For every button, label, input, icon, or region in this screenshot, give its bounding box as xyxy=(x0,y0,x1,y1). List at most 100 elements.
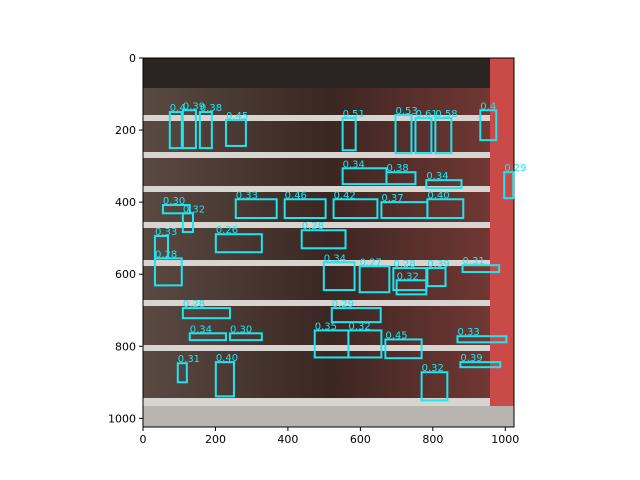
score-label: 0.29 xyxy=(332,299,354,310)
detection-box xyxy=(426,267,447,288)
score-label: 0.40 xyxy=(216,353,238,364)
score-label: 0.34 xyxy=(190,324,212,335)
detection-box xyxy=(214,233,263,254)
detection-box xyxy=(425,179,463,190)
score-label: 0.29 xyxy=(504,163,526,174)
x-tick-label: 200 xyxy=(205,433,226,446)
score-label: 0.28 xyxy=(393,259,415,270)
score-label: 0.30 xyxy=(230,324,252,335)
detection-box xyxy=(385,171,417,186)
score-label: 0.28 xyxy=(183,299,205,310)
y-tick-label: 0 xyxy=(129,52,136,65)
detection-box xyxy=(214,361,235,398)
shelf xyxy=(143,345,490,351)
detection-box xyxy=(228,332,263,342)
detection-box xyxy=(161,204,191,215)
score-label: 0.61 xyxy=(415,109,437,120)
red-wall xyxy=(490,58,514,427)
score-label: 0.35 xyxy=(315,321,337,332)
detection-box xyxy=(434,117,453,155)
score-label: 0.39 xyxy=(427,259,449,270)
x-tick-label: 400 xyxy=(277,433,298,446)
detection-box xyxy=(181,307,231,320)
detection-box xyxy=(461,264,501,274)
score-label: 0.42 xyxy=(334,190,356,201)
y-tick-label: 400 xyxy=(115,196,136,209)
y-tick-label: 600 xyxy=(115,268,136,281)
detection-box xyxy=(224,118,247,147)
x-tick-label: 800 xyxy=(422,433,443,446)
score-label: 0.38 xyxy=(386,163,408,174)
detection-box xyxy=(414,117,433,155)
x-tick-label: 0 xyxy=(140,433,147,446)
detection-box xyxy=(181,109,197,150)
y-tick-label: 800 xyxy=(115,340,136,353)
detection-box xyxy=(332,198,379,219)
detection-box xyxy=(153,257,183,287)
detection-box xyxy=(341,117,357,152)
shelf xyxy=(143,260,490,266)
shelf xyxy=(143,115,490,121)
score-label: 0.45 xyxy=(385,330,407,341)
score-label: 0.33 xyxy=(457,327,479,338)
score-label: 0.45 xyxy=(226,111,248,122)
detection-box xyxy=(168,111,183,150)
score-label: 0.32 xyxy=(422,363,444,374)
shelf xyxy=(143,300,490,306)
photo xyxy=(143,58,514,427)
detection-box xyxy=(503,171,515,200)
detection-box xyxy=(394,113,413,155)
score-label: 0.31 xyxy=(463,256,485,267)
score-label: 0.34 xyxy=(324,253,346,264)
x-tick-label: 600 xyxy=(350,433,371,446)
detection-box xyxy=(198,111,213,150)
score-label: 0.4 xyxy=(170,103,186,114)
detection-box xyxy=(420,371,449,402)
score-label: 0.38 xyxy=(200,103,222,114)
score-label: 0.32 xyxy=(348,321,370,332)
score-label: 0.33 xyxy=(236,190,258,201)
axes-frame xyxy=(142,57,515,428)
score-label: 0.27 xyxy=(360,257,382,268)
detection-box xyxy=(234,198,278,219)
shelf-top xyxy=(143,58,514,88)
score-label: 0.51 xyxy=(343,109,365,120)
score-label: 0.39 xyxy=(460,353,482,364)
detection-box xyxy=(392,267,428,292)
detection-box xyxy=(426,198,465,219)
score-label: 0.40 xyxy=(427,190,449,201)
shelf-photo xyxy=(143,58,514,427)
detection-box xyxy=(395,279,428,296)
floor xyxy=(143,406,514,427)
score-label: 0.28 xyxy=(155,249,177,260)
score-label: 0.46 xyxy=(285,190,307,201)
x-tick-label: 1000 xyxy=(491,433,519,446)
score-label: 0.33 xyxy=(155,227,177,238)
detection-box xyxy=(176,362,188,384)
y-tick-label: 1000 xyxy=(108,412,136,425)
score-label: 0.28 xyxy=(302,221,324,232)
shelf xyxy=(143,398,490,406)
score-label: 0.4 xyxy=(480,101,496,112)
detection-box xyxy=(459,361,502,369)
y-tick-label: 200 xyxy=(115,124,136,137)
detection-box xyxy=(188,332,227,342)
shelf xyxy=(143,152,490,158)
detection-box xyxy=(479,109,498,142)
detection-box xyxy=(347,329,383,359)
score-label: 0.39 xyxy=(183,101,205,112)
detection-box xyxy=(358,265,391,294)
score-label: 0.53 xyxy=(396,106,418,117)
shelf xyxy=(143,222,490,228)
detection-box xyxy=(330,307,382,324)
score-label: 0.26 xyxy=(216,225,238,236)
score-label: 0.30 xyxy=(163,196,185,207)
score-label: 0.31 xyxy=(178,354,200,365)
detection-box xyxy=(384,338,423,360)
score-label: 0.37 xyxy=(381,193,403,204)
score-label: 0.32 xyxy=(183,204,205,215)
detection-box xyxy=(300,229,347,250)
detection-box xyxy=(456,335,508,344)
score-label: 0.58 xyxy=(435,109,457,120)
